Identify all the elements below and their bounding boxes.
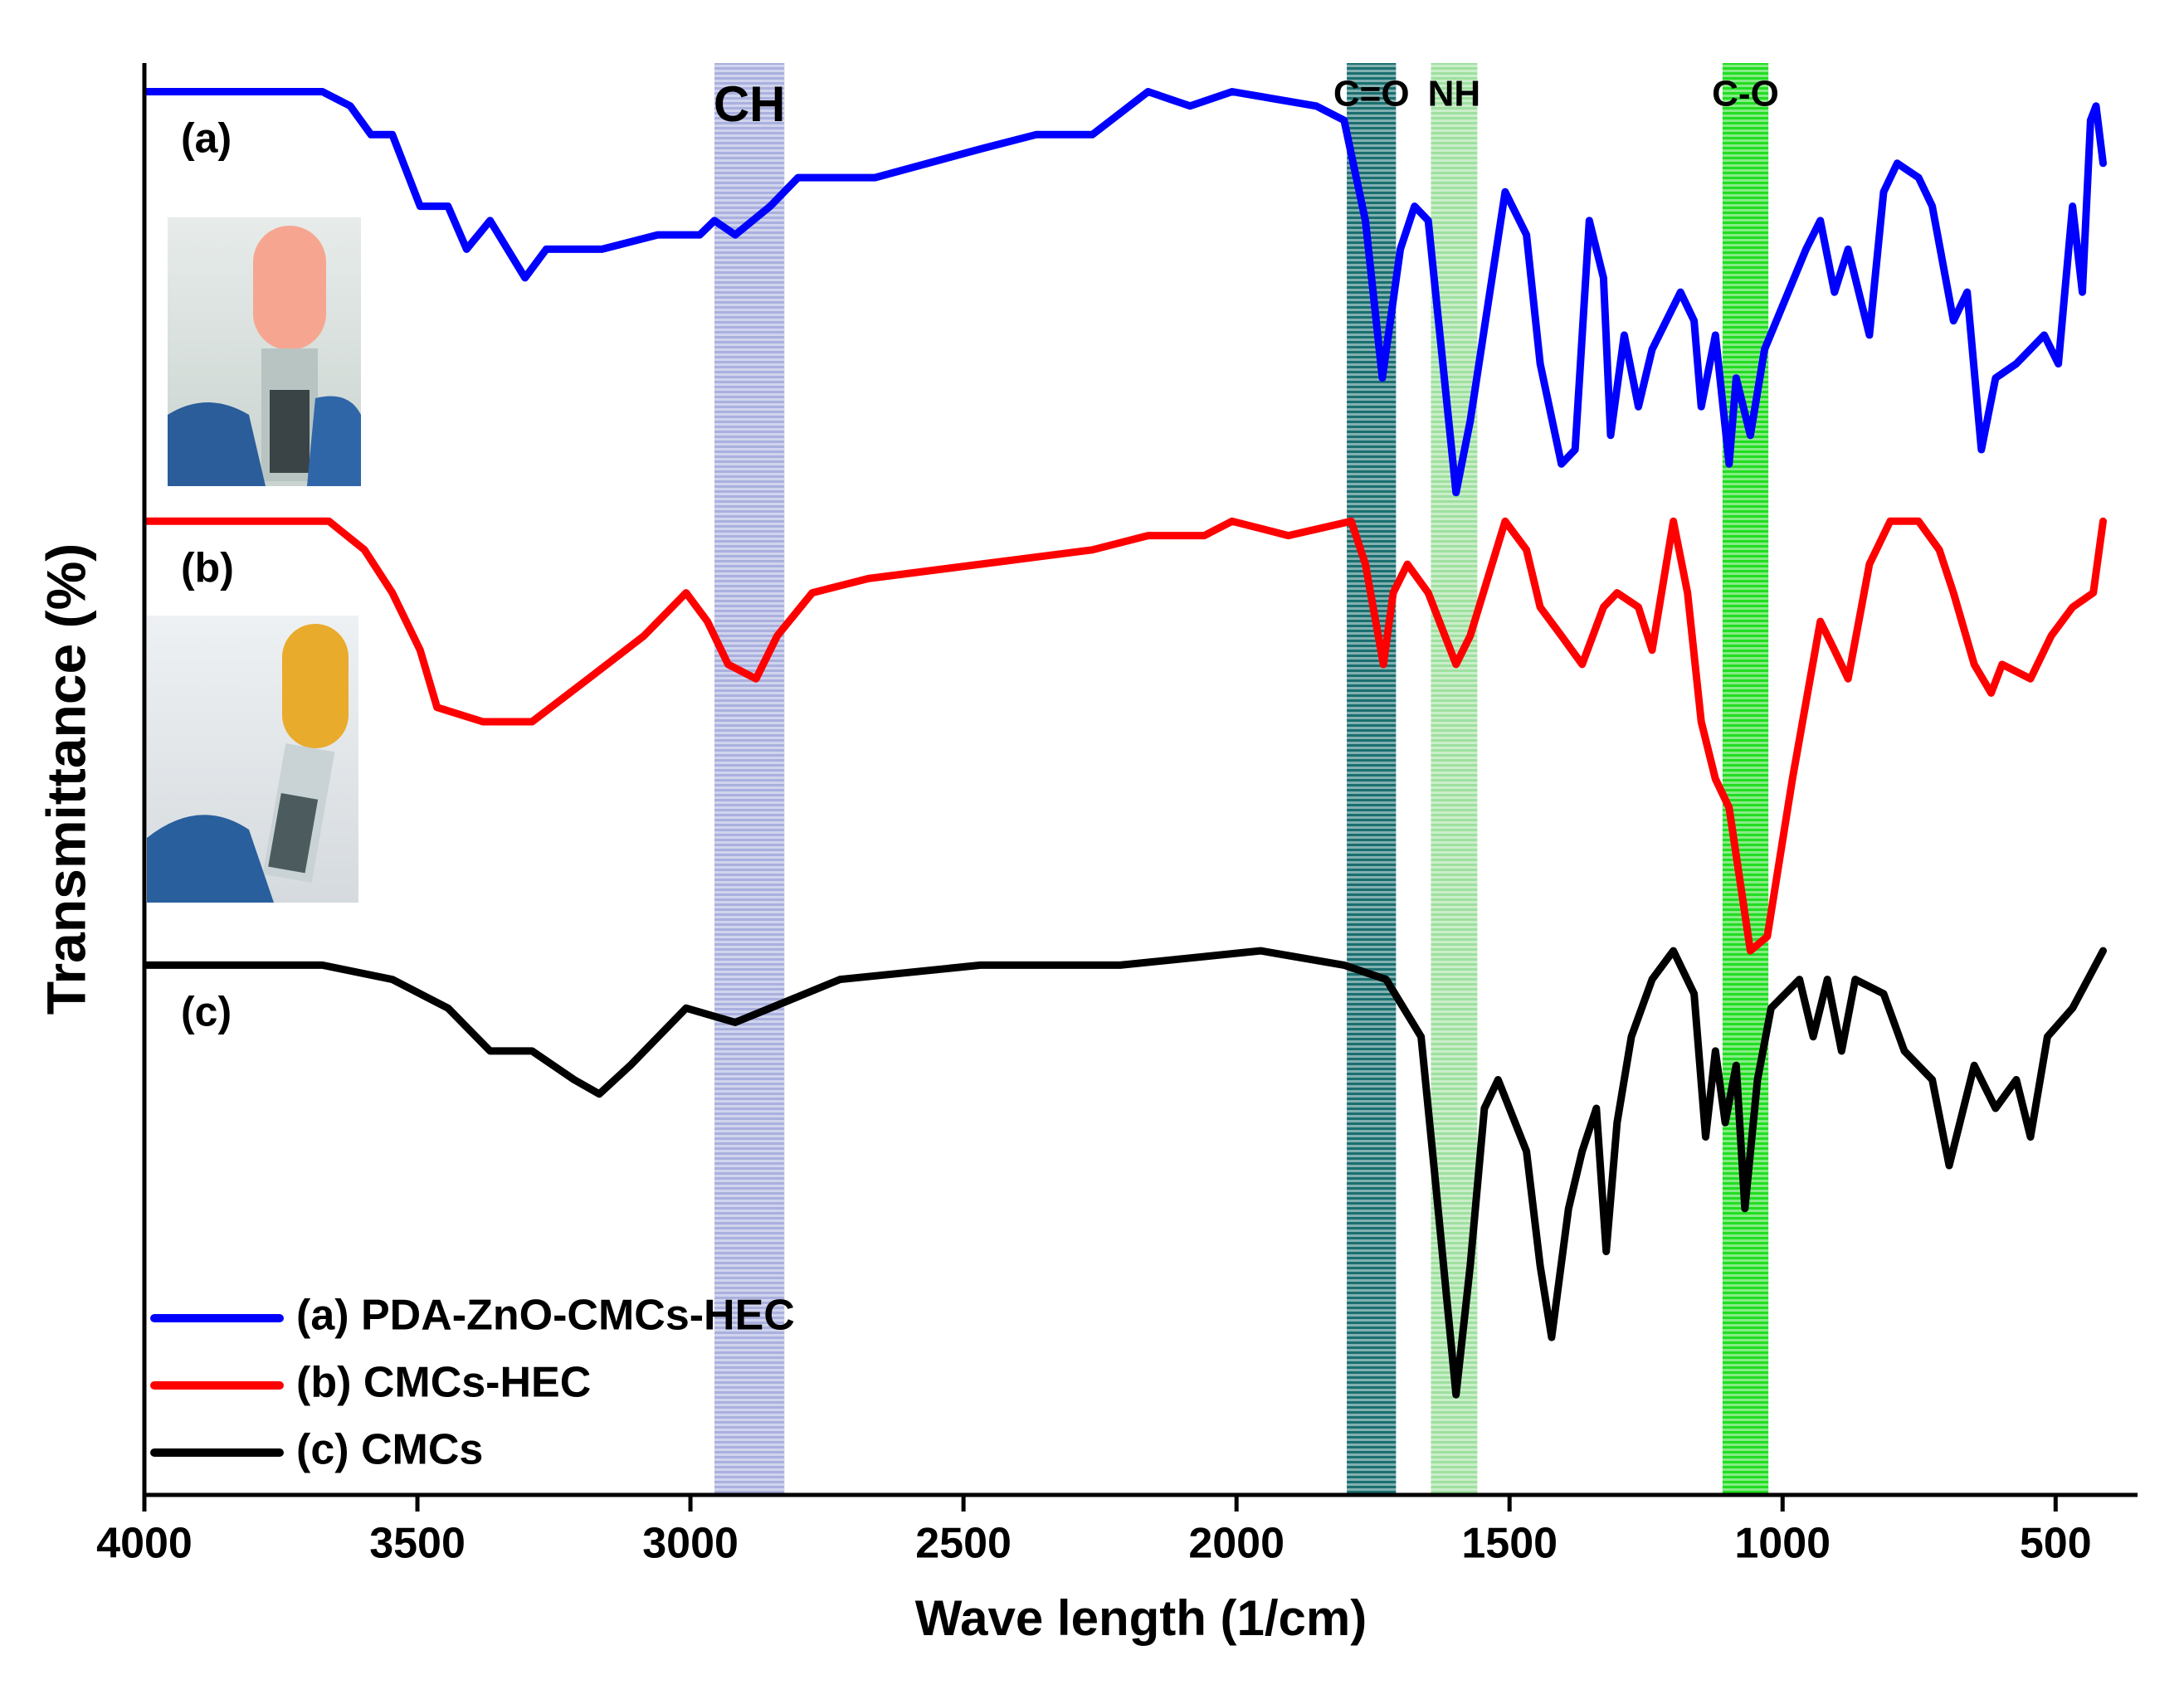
y-axis-title: Transmittance (%)	[35, 543, 96, 1015]
bands: CH C=O NH C-O	[714, 63, 1779, 1495]
x-axis-title: Wave length (1/cm)	[915, 1590, 1367, 1646]
band-label: C=O	[1333, 74, 1410, 114]
band-hatch	[714, 63, 785, 1495]
spectrum-line	[143, 947, 2107, 1399]
x-tick-label: 2000	[1188, 1520, 1285, 1568]
band-hatch	[1722, 63, 1769, 1495]
inset-photos	[147, 217, 361, 903]
x-tick-label: 1000	[1734, 1520, 1831, 1568]
x-tick-label: 2500	[915, 1520, 1012, 1568]
x-tick-label: 1500	[1461, 1520, 1558, 1568]
panel-label: (b)	[181, 545, 234, 591]
spectrum-line	[143, 88, 2107, 497]
x-tick-label: 3000	[642, 1520, 739, 1568]
panel-label: (c)	[181, 989, 232, 1035]
x-tick-label: 4000	[96, 1520, 193, 1568]
legend-label: (a) PDA-ZnO-CMCs-HEC	[296, 1292, 795, 1340]
photo-b	[147, 616, 358, 903]
x-ticks: 4000 3500 3000 2500 2000 1500 1000 500	[96, 1495, 2092, 1568]
legend-label: (b) CMCs-HEC	[296, 1359, 591, 1407]
x-tick-label: 3500	[369, 1520, 466, 1568]
x-tick-label: 500	[2020, 1520, 2092, 1568]
band-label: CH	[714, 76, 786, 132]
spectra	[143, 88, 2107, 1399]
panel-label: (a)	[181, 115, 232, 162]
legend-label: (c) CMCs	[296, 1426, 483, 1474]
legend: (a) PDA-ZnO-CMCs-HEC (b) CMCs-HEC (c) CMCs	[150, 1292, 795, 1474]
spectrum-line	[143, 517, 2107, 955]
band-label: NH	[1428, 74, 1481, 114]
photo-a	[168, 217, 361, 486]
band-label: C-O	[1712, 74, 1779, 114]
